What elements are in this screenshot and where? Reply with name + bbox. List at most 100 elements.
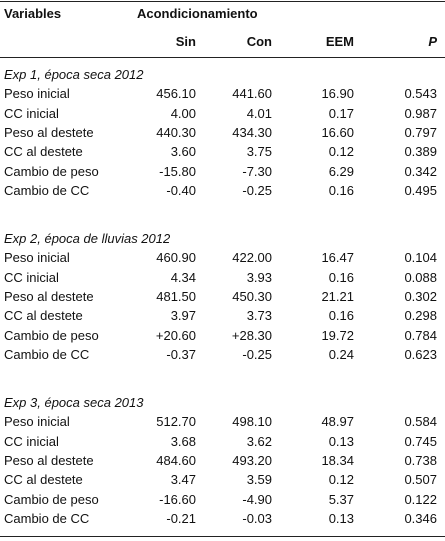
section-title: Exp 1, época seca 2012 [4, 67, 144, 82]
cell-value: 0.495 [404, 182, 437, 198]
section-title: Exp 3, época seca 2013 [4, 395, 144, 410]
cell-value: -16.60 [159, 491, 196, 507]
cell-value: 21.21 [321, 288, 354, 304]
column-header: Sin [175, 34, 196, 49]
cell-value: 4.00 [170, 105, 196, 121]
row-label: Peso inicial [4, 250, 70, 266]
cell-value: 3.59 [246, 472, 272, 488]
cell-value: 0.12 [328, 472, 354, 488]
cell-value: 0.623 [404, 346, 437, 362]
cell-value: 493.20 [232, 452, 272, 468]
cell-value: 440.30 [156, 124, 196, 140]
cell-value: 4.34 [170, 269, 196, 285]
section-title: Exp 2, época de lluvias 2012 [4, 231, 171, 246]
row-label: CC inicial [4, 269, 59, 285]
cell-value: 460.90 [156, 250, 196, 266]
cell-value: -15.80 [159, 163, 196, 179]
cell-value: 0.738 [404, 452, 437, 468]
cell-value: -0.37 [166, 346, 196, 362]
cell-value: 456.10 [156, 86, 196, 102]
row-label: Cambio de CC [4, 510, 90, 526]
row-label: Cambio de peso [4, 491, 99, 507]
cell-value: -0.25 [242, 346, 272, 362]
cell-value: 0.104 [404, 250, 437, 266]
cell-value: 0.342 [404, 163, 437, 179]
cell-value: 0.507 [404, 472, 437, 488]
row-label: Cambio de peso [4, 163, 99, 179]
row-label: Peso al destete [4, 124, 94, 140]
cell-value: 0.346 [404, 510, 437, 526]
cell-value: 0.13 [328, 510, 354, 526]
cell-value: 0.302 [404, 288, 437, 304]
cell-value: 18.34 [321, 452, 354, 468]
header-variables: Variables [4, 6, 62, 21]
column-header: P [428, 34, 437, 49]
cell-value: 3.47 [170, 472, 196, 488]
cell-value: 16.90 [321, 86, 354, 102]
row-label: Peso al destete [4, 452, 94, 468]
row-label: Peso al destete [4, 288, 94, 304]
cell-value: 0.298 [404, 308, 437, 324]
cell-value: 484.60 [156, 452, 196, 468]
cell-value: 0.16 [328, 308, 354, 324]
cell-value: 0.584 [404, 414, 437, 430]
column-header: EEM [325, 34, 354, 49]
row-label: CC inicial [4, 433, 59, 449]
top-rule [0, 1, 445, 2]
row-label: Cambio de CC [4, 346, 90, 362]
cell-value: 3.68 [170, 433, 196, 449]
cell-value: 498.10 [232, 414, 272, 430]
cell-value: 16.60 [321, 124, 354, 140]
cell-value: 441.60 [232, 86, 272, 102]
header-rule [0, 57, 445, 58]
cell-value: -0.03 [242, 510, 272, 526]
row-label: Cambio de CC [4, 182, 90, 198]
cell-value: -0.21 [166, 510, 196, 526]
cell-value: 4.01 [246, 105, 272, 121]
cell-value: 0.088 [404, 269, 437, 285]
cell-value: 450.30 [232, 288, 272, 304]
cell-value: 0.543 [404, 86, 437, 102]
cell-value: -0.25 [242, 182, 272, 198]
cell-value: 0.17 [328, 105, 354, 121]
cell-value: 481.50 [156, 288, 196, 304]
cell-value: 3.93 [246, 269, 272, 285]
cell-value: -0.40 [166, 182, 196, 198]
cell-value: 0.784 [404, 327, 437, 343]
row-label: Peso inicial [4, 414, 70, 430]
header-group: Acondicionamiento [137, 6, 258, 21]
cell-value: 0.24 [328, 346, 354, 362]
cell-value: 3.97 [170, 308, 196, 324]
cell-value: 0.13 [328, 433, 354, 449]
cell-value: 5.37 [328, 491, 354, 507]
cell-value: 422.00 [232, 250, 272, 266]
cell-value: 0.16 [328, 269, 354, 285]
cell-value: 6.29 [328, 163, 354, 179]
cell-value: 434.30 [232, 124, 272, 140]
cell-value: +28.30 [231, 327, 272, 343]
cell-value: 19.72 [321, 327, 354, 343]
cell-value: 0.797 [404, 124, 437, 140]
cell-value: 0.987 [404, 105, 437, 121]
cell-value: 0.12 [328, 144, 354, 160]
row-label: CC al destete [4, 144, 83, 160]
cell-value: 0.122 [404, 491, 437, 507]
column-header: Con [246, 34, 272, 49]
cell-value: -7.30 [242, 163, 272, 179]
row-label: Cambio de peso [4, 327, 99, 343]
row-label: CC al destete [4, 308, 83, 324]
row-label: CC inicial [4, 105, 59, 121]
cell-value: 3.62 [246, 433, 272, 449]
cell-value: 3.60 [170, 144, 196, 160]
row-label: CC al destete [4, 472, 83, 488]
cell-value: 0.389 [404, 144, 437, 160]
cell-value: 16.47 [321, 250, 354, 266]
cell-value: 48.97 [321, 414, 354, 430]
cell-value: -4.90 [242, 491, 272, 507]
row-label: Peso inicial [4, 86, 70, 102]
bottom-rule [0, 536, 445, 537]
cell-value: 3.73 [246, 308, 272, 324]
cell-value: 0.745 [404, 433, 437, 449]
cell-value: 0.16 [328, 182, 354, 198]
